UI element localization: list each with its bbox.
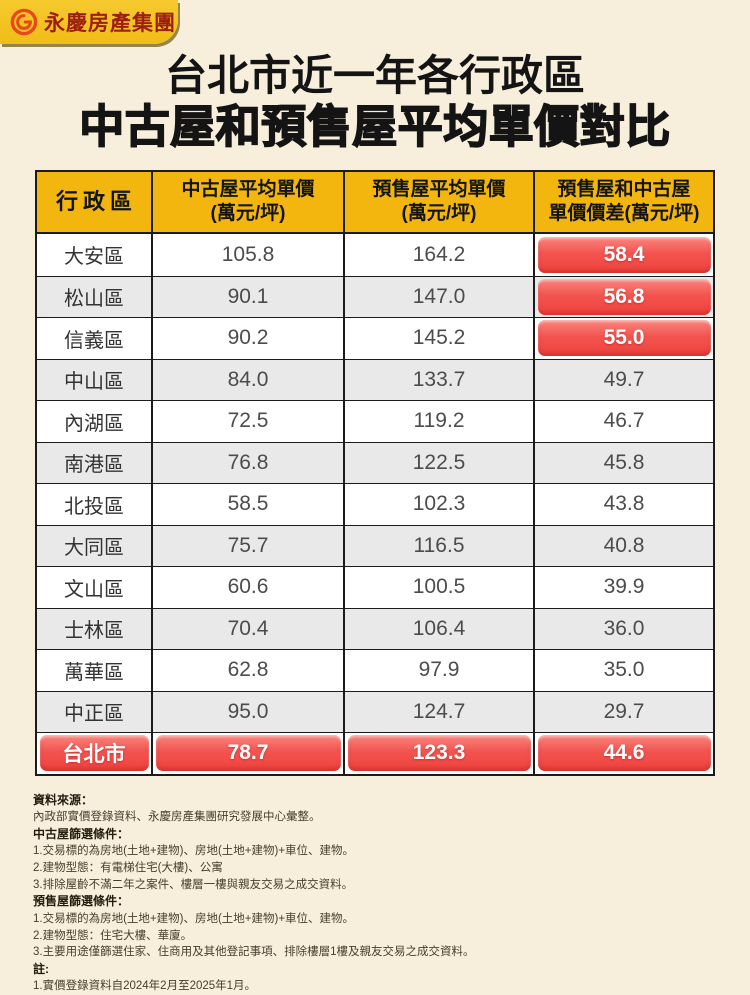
district-cell: 大同區 (37, 525, 153, 566)
old-avg-cell: 72.5 (153, 401, 345, 442)
table-row: 內湖區 72.5 119.2 46.7 (37, 400, 713, 442)
diff-cell: 29.7 (603, 699, 645, 723)
presale-avg-cell: 164.2 (345, 234, 535, 276)
table-header-row: 行政區 中古屋平均單價 (萬元/坪) 預售屋平均單價 (萬元/坪) 預售屋和中古屋 單價價差… (37, 172, 713, 234)
note-label: 預售屋篩選條件： (33, 894, 130, 909)
old-avg-cell: 95.0 (153, 691, 345, 732)
highlight-pill: 台北市 (39, 735, 149, 772)
table-row: 信義區 90.2 145.2 55.0 (37, 317, 713, 359)
district-cell: 大安區 (37, 234, 153, 276)
brand-badge: 永慶房產集團 (0, 0, 178, 44)
district-cell: 台北市 (37, 733, 153, 774)
highlight-pill: 78.7 (155, 735, 341, 772)
diff-cell: 44.6 (535, 733, 713, 774)
district-cell: 松山區 (37, 276, 153, 317)
district-cell: 中山區 (37, 359, 153, 400)
title-line-1: 台北市近一年各行政區 (164, 52, 585, 99)
highlight-pill: 55.0 (537, 320, 711, 357)
highlight-pill: 56.8 (537, 278, 711, 315)
diff-cell: 55.0 (535, 318, 713, 359)
presale-avg-cell: 102.3 (345, 484, 535, 525)
diff-cell: 46.7 (603, 409, 645, 433)
note-label: 中古屋篩選條件： (33, 827, 130, 842)
table-body: 大安區 105.8 164.2 58.4 松山區 90.1 147.0 56.8 信義區 90.2… (37, 234, 713, 774)
diff-cell: 49.7 (603, 367, 645, 391)
column-header: 預售屋平均單價 (萬元/坪) (345, 172, 535, 232)
highlight-pill: 58.4 (537, 236, 711, 273)
page-title: 台北市近一年各行政區 中古屋和預售屋平均單價對比 (0, 52, 750, 154)
old-avg-cell: 62.8 (153, 650, 345, 691)
table-row: 文山區 60.6 100.5 39.9 (37, 566, 713, 608)
highlight-pill: 44.6 (537, 735, 711, 772)
note-line: 3.排除屋齡不滿二年之案件、樓層一樓與親友交易之成交資料。 (33, 878, 354, 891)
presale-avg-cell: 123.3 (345, 733, 535, 774)
old-avg-cell: 105.8 (153, 234, 345, 276)
diff-cell: 58.4 (535, 234, 713, 276)
column-header: 中古屋平均單價 (萬元/坪) (153, 172, 345, 232)
district-cell: 文山區 (37, 567, 153, 608)
diff-cell: 36.0 (603, 616, 645, 640)
old-avg-cell: 78.7 (153, 733, 345, 774)
brand-logo-icon (9, 7, 39, 37)
note-line: 1.交易標的為房地(土地+建物)、房地(土地+建物)+車位、建物。 (33, 912, 355, 925)
old-avg-cell: 76.8 (153, 442, 345, 483)
notes: 資料來源： 內政部實價登錄資料、永慶房產集團研究發展中心彙整。 中古屋篩選條件： 1.… (33, 792, 723, 995)
table-row: 士林區 70.4 106.4 36.0 (37, 607, 713, 649)
note-line: 2.建物型態：住宅大樓、華廈。 (33, 929, 193, 942)
presale-avg-cell: 119.2 (345, 401, 535, 442)
presale-avg-cell: 147.0 (345, 276, 535, 317)
table-row: 中正區 95.0 124.7 29.7 (37, 690, 713, 732)
presale-avg-cell: 145.2 (345, 318, 535, 359)
note-line: 1.交易標的為房地(土地+建物)、房地(土地+建物)+車位、建物。 (33, 845, 355, 858)
old-avg-cell: 75.7 (153, 525, 345, 566)
old-avg-cell: 90.1 (153, 276, 345, 317)
presale-avg-cell: 124.7 (345, 691, 535, 732)
district-cell: 士林區 (37, 608, 153, 649)
old-avg-cell: 70.4 (153, 608, 345, 649)
presale-avg-cell: 106.4 (345, 608, 535, 649)
note-line: 1.實價登錄資料自2024年2月至2025年1月。 (33, 980, 257, 993)
district-cell: 北投區 (37, 484, 153, 525)
district-cell: 中正區 (37, 691, 153, 732)
presale-avg-cell: 97.9 (345, 650, 535, 691)
district-cell: 內湖區 (37, 401, 153, 442)
diff-cell: 39.9 (603, 575, 645, 599)
district-cell: 信義區 (37, 318, 153, 359)
old-avg-cell: 60.6 (153, 567, 345, 608)
table-row: 萬華區 62.8 97.9 35.0 (37, 649, 713, 691)
table-row: 大安區 105.8 164.2 58.4 (37, 234, 713, 276)
presale-avg-cell: 100.5 (345, 567, 535, 608)
price-comparison-table: 行政區 中古屋平均單價 (萬元/坪) 預售屋平均單價 (萬元/坪) 預售屋和中古屋 單價價差… (35, 170, 715, 776)
old-avg-cell: 90.2 (153, 318, 345, 359)
column-header: 預售屋和中古屋 單價價差(萬元/坪) (548, 179, 700, 224)
district-cell: 萬華區 (37, 650, 153, 691)
presale-avg-cell: 133.7 (345, 359, 535, 400)
column-header: 行政區 (37, 172, 153, 232)
title-line-2: 中古屋和預售屋平均單價對比 (78, 100, 671, 153)
district-cell: 南港區 (37, 442, 153, 483)
presale-avg-cell: 116.5 (345, 525, 535, 566)
diff-cell: 43.8 (603, 492, 645, 516)
table-row: 南港區 76.8 122.5 45.8 (37, 441, 713, 483)
diff-cell: 35.0 (603, 658, 645, 682)
note-line: 2.建物型態：有電梯住宅(大樓)、公寓 (33, 862, 223, 875)
presale-avg-cell: 122.5 (345, 442, 535, 483)
highlight-pill: 123.3 (347, 735, 531, 772)
table-total-row: 台北市 78.7 123.3 44.6 (37, 732, 713, 774)
table-row: 北投區 58.5 102.3 43.8 (37, 483, 713, 525)
diff-cell: 40.8 (603, 533, 645, 557)
note-line: 內政部實價登錄資料、永慶房產集團研究發展中心彙整。 (33, 811, 321, 824)
note-label: 註: (33, 961, 49, 976)
brand-name: 永慶房產集團 (44, 12, 176, 35)
table-row: 大同區 75.7 116.5 40.8 (37, 524, 713, 566)
old-avg-cell: 58.5 (153, 484, 345, 525)
note-line: 3.主要用途僅篩選住家、住商用及其他登記事項、排除樓層1樓及親友交易之成交資料。 (33, 946, 475, 959)
note-label: 資料來源： (33, 793, 94, 807)
diff-cell: 45.8 (603, 450, 645, 474)
table-row: 松山區 90.1 147.0 56.8 (37, 275, 713, 318)
table-row: 中山區 84.0 133.7 49.7 (37, 358, 713, 400)
diff-cell: 56.8 (535, 277, 713, 318)
old-avg-cell: 84.0 (153, 359, 345, 400)
